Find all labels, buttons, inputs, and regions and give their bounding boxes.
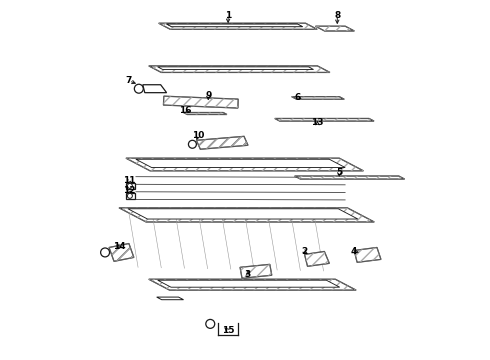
Polygon shape: [143, 85, 167, 93]
Polygon shape: [158, 280, 340, 287]
Circle shape: [189, 140, 196, 148]
Polygon shape: [183, 113, 227, 114]
Polygon shape: [354, 247, 381, 262]
Circle shape: [134, 84, 143, 93]
Polygon shape: [292, 96, 344, 99]
Polygon shape: [164, 96, 238, 108]
Polygon shape: [126, 183, 135, 189]
Text: 8: 8: [334, 11, 341, 20]
Text: 5: 5: [336, 167, 343, 176]
Text: 9: 9: [205, 91, 212, 100]
Polygon shape: [240, 264, 272, 278]
Text: 3: 3: [245, 270, 251, 279]
Polygon shape: [149, 66, 330, 72]
Text: 11: 11: [122, 176, 135, 185]
Polygon shape: [275, 118, 374, 121]
Polygon shape: [157, 297, 184, 300]
Polygon shape: [136, 159, 345, 167]
Text: 1: 1: [225, 11, 231, 20]
Polygon shape: [159, 23, 317, 29]
Polygon shape: [196, 136, 248, 149]
Text: 4: 4: [351, 247, 357, 256]
Text: 7: 7: [126, 76, 132, 85]
Text: 2: 2: [301, 247, 308, 256]
Text: 12: 12: [122, 186, 135, 195]
Polygon shape: [126, 193, 135, 199]
Text: 6: 6: [294, 93, 301, 102]
Polygon shape: [149, 279, 356, 290]
Polygon shape: [167, 24, 303, 27]
Polygon shape: [158, 67, 314, 69]
Text: 15: 15: [222, 326, 234, 335]
Polygon shape: [109, 243, 134, 261]
Polygon shape: [119, 208, 374, 222]
Circle shape: [100, 248, 110, 257]
Polygon shape: [305, 251, 329, 266]
Polygon shape: [167, 24, 303, 27]
Polygon shape: [294, 176, 405, 179]
Circle shape: [127, 193, 132, 198]
Circle shape: [206, 319, 215, 328]
Text: 13: 13: [311, 118, 324, 127]
Polygon shape: [316, 26, 354, 31]
Polygon shape: [128, 209, 358, 219]
Polygon shape: [126, 158, 364, 171]
Text: 14: 14: [113, 242, 125, 251]
Text: 16: 16: [179, 106, 192, 115]
Text: 10: 10: [192, 131, 204, 140]
Circle shape: [127, 184, 132, 188]
